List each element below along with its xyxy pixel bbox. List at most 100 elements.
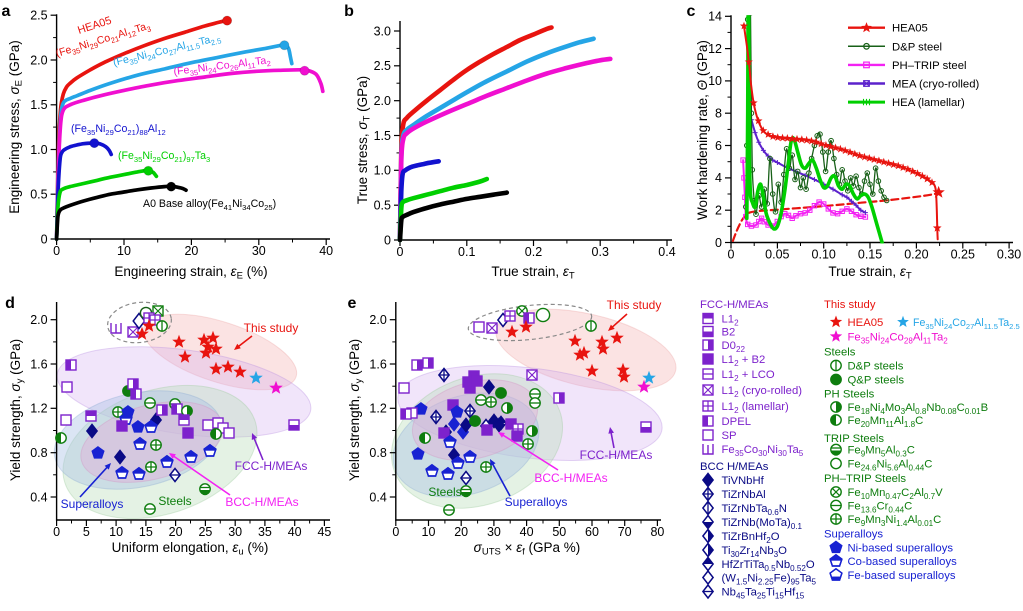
svg-text:BCC H/MEAs: BCC H/MEAs <box>700 461 769 473</box>
svg-text:This study: This study <box>244 321 299 335</box>
svg-text:10: 10 <box>422 525 436 539</box>
svg-text:30: 30 <box>487 525 501 539</box>
svg-text:40: 40 <box>288 525 302 539</box>
svg-text:40: 40 <box>319 244 333 258</box>
svg-text:2.5: 2.5 <box>374 59 391 73</box>
svg-text:L12​ (cryo-rolled): L12​ (cryo-rolled) <box>722 385 803 399</box>
svg-text:2.0: 2.0 <box>30 313 47 327</box>
svg-text:Fe35​Ni24​Co27​Al11.5​Ta2.5​: Fe35​Ni24​Co27​Al11.5​Ta2.5​ <box>913 317 1020 331</box>
svg-text:This study: This study <box>607 298 662 312</box>
svg-text:L12​ + LCO: L12​ + LCO <box>722 369 775 383</box>
svg-text:0: 0 <box>53 244 60 258</box>
svg-text:0.5: 0.5 <box>374 198 391 212</box>
svg-text:20: 20 <box>454 525 468 539</box>
svg-text:70: 70 <box>618 525 632 539</box>
svg-text:0.05: 0.05 <box>765 248 789 262</box>
svg-text:40: 40 <box>520 525 534 539</box>
svg-text:Superalloys: Superalloys <box>505 495 568 509</box>
svg-text:Fe9​Mn5​Al0.3​C: Fe9​Mn5​Al0.3​C <box>848 445 915 459</box>
svg-text:1.5: 1.5 <box>30 98 47 112</box>
svg-text:σUTS × εf (GPa %): σUTS × εf (GPa %) <box>474 540 581 558</box>
svg-text:TiVNbHf: TiVNbHf <box>722 475 765 487</box>
svg-text:Fe18​Ni4​Mo3​Al0.8​Nb0.08​C0.0: Fe18​Ni4​Mo3​Al0.8​Nb0.08​C0.01​B <box>848 402 989 416</box>
svg-text:0.20: 0.20 <box>904 248 928 262</box>
svg-text:2.0: 2.0 <box>30 53 47 67</box>
svg-text:TRIP Steels: TRIP Steels <box>824 433 884 445</box>
svg-text:DPEL: DPEL <box>722 416 752 428</box>
svg-text:Yield strength, σy (GPa): Yield strength, σy (GPa) <box>347 339 365 481</box>
svg-text:(Fe35​Ni29​Co21​)97​Ta3​: (Fe35​Ni29​Co21​)97​Ta3​ <box>118 150 210 164</box>
svg-text:1.0: 1.0 <box>374 164 391 178</box>
svg-text:HEA05: HEA05 <box>848 317 884 329</box>
svg-text:4: 4 <box>715 171 722 185</box>
svg-text:14: 14 <box>708 10 722 24</box>
svg-text:0.30: 0.30 <box>997 248 1021 262</box>
svg-text:HEA05: HEA05 <box>892 23 928 35</box>
svg-text:Uniform elongation, εu (%): Uniform elongation, εu (%) <box>112 540 269 558</box>
svg-text:PH–TRIP Steels: PH–TRIP Steels <box>824 473 906 485</box>
svg-text:D&P steels: D&P steels <box>848 361 904 373</box>
svg-text:L12​: L12​ <box>722 314 740 328</box>
svg-text:35: 35 <box>258 525 272 539</box>
svg-text:Fe9​Mn3​Ni1.4​Al0.01​C: Fe9​Mn3​Ni1.4​Al0.01​C <box>848 514 942 528</box>
svg-text:8: 8 <box>715 107 722 121</box>
svg-text:2: 2 <box>715 203 722 217</box>
svg-text:0.5: 0.5 <box>30 188 47 202</box>
svg-text:Q&P steels: Q&P steels <box>848 375 905 387</box>
svg-text:PH–TRIP steel: PH–TRIP steel <box>892 60 967 72</box>
svg-text:(Fe35​Ni29​Co21​Al12​Ta3​: (Fe35​Ni29​Co21​Al12​Ta3​ <box>54 20 152 62</box>
svg-text:45: 45 <box>317 525 331 539</box>
svg-text:FCC-H/MEAs: FCC-H/MEAs <box>580 448 653 462</box>
svg-text:Fe20​Mn11​Al1.8​C: Fe20​Mn11​Al1.8​C <box>848 415 924 429</box>
svg-text:Ni-based superalloys: Ni-based superalloys <box>848 543 954 555</box>
svg-text:25: 25 <box>198 525 212 539</box>
svg-text:Yield strength, σy (GPa): Yield strength, σy (GPa) <box>8 339 26 481</box>
svg-text:Steels: Steels <box>158 494 191 508</box>
svg-text:0.4: 0.4 <box>30 490 47 504</box>
svg-text:Steels: Steels <box>824 347 856 359</box>
svg-text:10: 10 <box>708 74 722 88</box>
svg-text:0.8: 0.8 <box>30 446 47 460</box>
svg-text:0.8: 0.8 <box>369 446 386 460</box>
svg-text:6: 6 <box>715 139 722 153</box>
svg-text:a: a <box>2 3 11 20</box>
svg-text:Fe24.6​Ni5.6​Al0.44​C: Fe24.6​Ni5.6​Al0.44​C <box>848 459 933 473</box>
svg-text:0: 0 <box>41 232 48 246</box>
svg-text:PH Steels: PH Steels <box>824 389 875 401</box>
svg-text:Work hardening rate, Θ (GPa): Work hardening rate, Θ (GPa) <box>695 40 710 220</box>
svg-text:Fe35​Ni24​Co28​Al11​Ta2​: Fe35​Ni24​Co28​Al11​Ta2​ <box>848 332 949 346</box>
svg-text:True strain, εT: True strain, εT <box>491 264 574 282</box>
svg-text:L12​ (lamellar): L12​ (lamellar) <box>722 401 790 415</box>
svg-text:Fe10​Mn0.47​C2​Al0.7​V: Fe10​Mn0.47​C2​Al0.7​V <box>848 487 944 501</box>
svg-text:Ti30​Zr14​Nb3​O: Ti30​Zr14​Nb3​O <box>722 545 788 559</box>
svg-text:0.15: 0.15 <box>858 248 882 262</box>
svg-text:True strain, εT: True strain, εT <box>828 264 911 282</box>
svg-text:1.2: 1.2 <box>30 402 47 416</box>
svg-text:Fe-based superalloys: Fe-based superalloys <box>848 570 956 582</box>
svg-text:2.0: 2.0 <box>374 94 391 108</box>
svg-text:Fe35​Co30​Ni30​Ta5​: Fe35​Co30​Ni30​Ta5​ <box>722 444 804 458</box>
svg-text:This study: This study <box>824 299 876 311</box>
svg-text:Superalloys: Superalloys <box>824 529 883 541</box>
svg-text:Fe13.6​Cr0.44​C: Fe13.6​Cr0.44​C <box>848 501 913 515</box>
svg-text:12: 12 <box>708 42 722 56</box>
svg-text:0.25: 0.25 <box>951 248 975 262</box>
svg-text:0: 0 <box>397 245 404 259</box>
svg-text:Engineering stress, σE (GPa): Engineering stress, σE (GPa) <box>7 40 25 214</box>
svg-text:3.0: 3.0 <box>374 24 391 38</box>
svg-text:TiZrBnHf2​O: TiZrBnHf2​O <box>722 531 780 545</box>
svg-text:10: 10 <box>109 525 123 539</box>
svg-text:0: 0 <box>392 525 399 539</box>
svg-text:0: 0 <box>384 233 391 247</box>
svg-text:10: 10 <box>117 244 131 258</box>
svg-text:2.0: 2.0 <box>369 313 386 327</box>
svg-text:BCC-H/MEAs: BCC-H/MEAs <box>534 471 607 485</box>
svg-text:D022​: D022​ <box>722 340 746 354</box>
svg-text:1.5: 1.5 <box>374 129 391 143</box>
svg-text:1.2: 1.2 <box>369 402 386 416</box>
svg-text:Co-based superalloys: Co-based superalloys <box>848 556 958 568</box>
svg-text:e: e <box>348 295 357 312</box>
svg-text:L12​ + B2: L12​ + B2 <box>722 354 766 368</box>
svg-text:0.3: 0.3 <box>592 245 609 259</box>
svg-text:2.5: 2.5 <box>30 9 47 23</box>
